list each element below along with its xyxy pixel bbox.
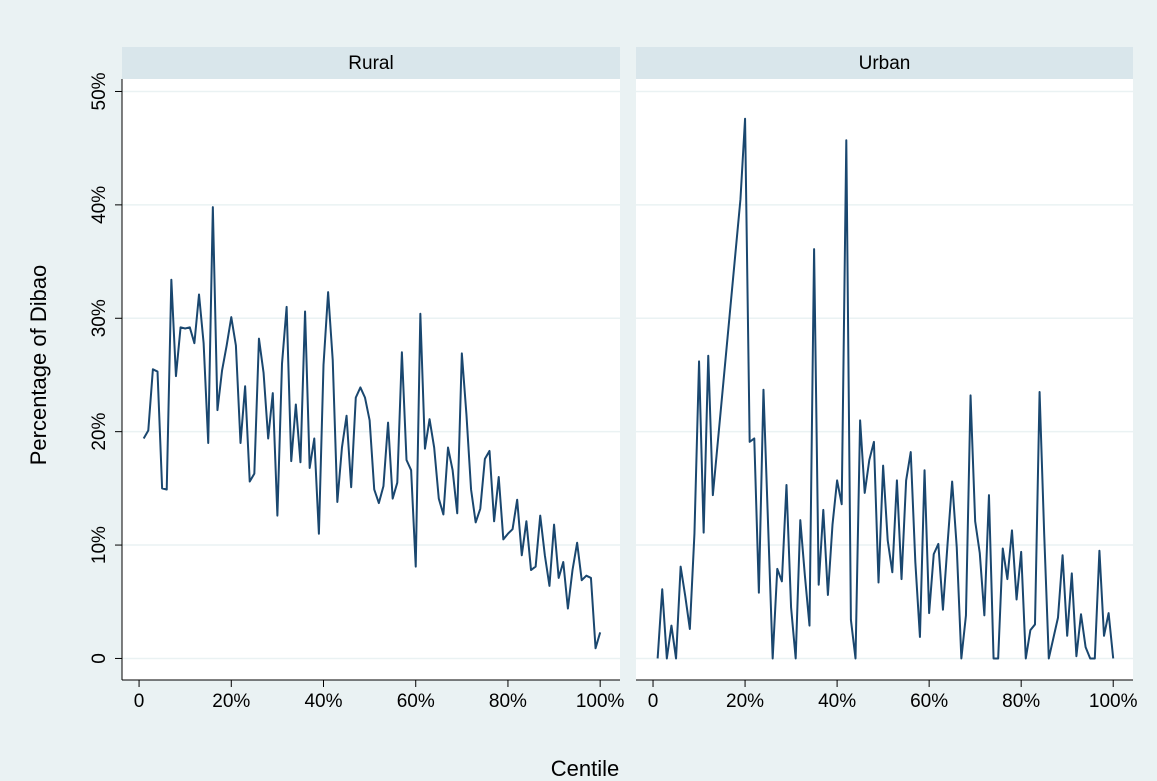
panel-title: Rural [348,53,393,74]
data-line [142,206,602,650]
x-tick-label: 60% [397,691,435,712]
y-tick-label: 50% [89,72,110,110]
x-tick-label: 20% [726,691,764,712]
x-tick-label: 60% [910,691,948,712]
y-tick-label: 10% [89,526,110,564]
x-tick-label: 100% [1089,691,1138,712]
panel-header [122,47,620,79]
x-tick-label: 0 [134,691,145,712]
x-tick-label: 20% [212,691,250,712]
panel-title: Urban [859,53,911,74]
y-tick-label: 40% [89,186,110,224]
y-axis-label: Percentage of Dibao [26,265,51,466]
x-tick-label: 0 [648,691,659,712]
x-tick-label: 40% [818,691,856,712]
x-tick-label: 40% [304,691,342,712]
y-tick-label: 30% [89,299,110,337]
x-tick-label: 80% [489,691,527,712]
y-tick-label: 20% [89,413,110,451]
x-tick-label: 80% [1002,691,1040,712]
x-tick-label: 100% [576,691,625,712]
y-tick-label: 0 [89,653,110,664]
panel-header [636,47,1133,79]
data-line [656,117,1115,660]
plot-area [122,79,620,680]
x-axis-label: Centile [551,756,619,781]
plot-area [636,79,1133,680]
